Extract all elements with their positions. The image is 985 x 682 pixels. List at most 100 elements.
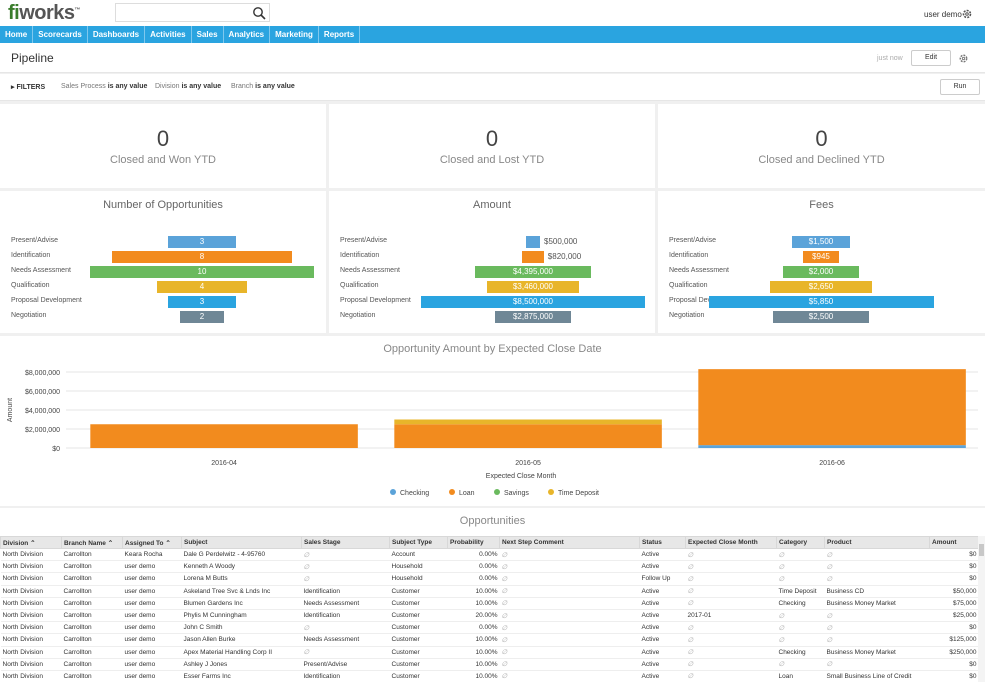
table-row[interactable]: North Division Carrollton user demo John C … [0,621,978,635]
table-cell: Dale G Perdelwitz - 4-95760 [181,548,302,562]
table-cell: Customer [389,621,448,635]
filters-toggle[interactable]: ▸ FILTERS [11,84,46,91]
table-row[interactable]: North Division Carrollton user demo Blumen … [0,597,978,610]
funnel-bar[interactable]: $5,850 [708,296,934,308]
column-header-label: Assigned To [125,539,164,547]
column-header[interactable]: Assigned To ⌃ [122,536,182,549]
nav-sales[interactable]: Sales [192,26,224,43]
search-input[interactable] [115,3,270,22]
table-cell: user demo [122,560,182,574]
column-header[interactable]: Next Step Comment [499,536,640,549]
fiworks-logo[interactable]: fiworks™ [8,2,81,24]
column-header[interactable]: Category [776,536,825,549]
table-scrollbar[interactable] [978,536,985,682]
funnel-bar[interactable]: $1,500 [792,236,850,248]
column-header[interactable]: Product [824,536,930,549]
nav-marketing[interactable]: Marketing [270,26,319,43]
column-header[interactable]: Probability [447,536,500,549]
funnel-bar[interactable]: $4,395,000 [475,266,591,278]
funnel-bar[interactable] [522,251,544,263]
table-cell: ∅ [685,572,777,586]
column-header[interactable]: Subject Type [389,536,448,549]
gear-icon[interactable] [961,8,973,20]
table-cell: Business Money Market [824,646,930,659]
funnel-bar[interactable]: 3 [168,236,236,248]
edit-button[interactable]: Edit [911,50,951,66]
table-row[interactable]: North Division Carrollton Keara Rocha Dale … [0,548,978,562]
table-cell: Small Business Line of Credit [824,670,930,682]
search-icon[interactable] [252,6,266,20]
nav-reports[interactable]: Reports [319,26,361,43]
funnel-value-label: $945 [812,252,830,261]
funnel-bar[interactable]: 4 [157,281,247,293]
column-header[interactable]: Sales Stage [301,536,390,549]
settings-gear-icon[interactable] [958,53,969,64]
legend-item: Checking [400,490,429,497]
y-axis-label: Amount [7,398,14,422]
funnel-bar[interactable]: 8 [112,251,292,263]
kpi-label: Closed and Won YTD [110,154,216,166]
filter-branch[interactable]: Branch is any value [231,83,295,90]
funnel-value-label: $2,650 [808,282,834,291]
column-header[interactable]: Branch Name ⌃ [61,536,123,549]
nav-activities[interactable]: Activities [145,26,192,43]
table-cell: ∅ [499,560,640,574]
sort-asc-icon[interactable]: ⌃ [28,539,36,547]
table-cell: North Division [0,585,62,598]
nav-home[interactable]: Home [0,26,34,43]
table-cell: Active [639,621,686,635]
filter-bar [0,74,985,101]
column-header[interactable]: Amount [929,536,978,549]
table-row[interactable]: North Division Carrollton user demo Lorena … [0,572,978,586]
funnel-bar[interactable]: $3,460,000 [487,281,579,293]
sort-asc-icon[interactable]: ⌃ [163,539,171,547]
table-row[interactable]: North Division Carrollton user demo Jason A… [0,633,978,647]
funnel-value-label: $1,500 [808,237,834,246]
column-header[interactable]: Expected Close Month [685,536,777,549]
column-header[interactable]: Status [639,536,686,549]
nav-scorecards[interactable]: Scorecards [33,26,88,43]
column-header[interactable]: Division ⌃ [0,536,62,549]
filter-sales-process[interactable]: Sales Process is any value [61,83,148,90]
table-cell: ∅ [301,560,390,574]
funnel-bar[interactable]: $8,500,000 [421,296,645,308]
table-cell: user demo [122,609,182,623]
funnel-bar[interactable]: $2,000 [782,266,860,278]
table-row[interactable]: North Division Carrollton user demo Ashley … [0,658,978,671]
table-cell: user demo [122,597,182,610]
funnel-bar[interactable]: $945 [802,251,840,263]
filter-division[interactable]: Division is any value [155,83,222,90]
funnel-bar[interactable]: $2,650 [770,281,872,293]
table-cell: ∅ [685,597,777,610]
table-cell: ∅ [685,548,777,562]
column-header-label: Sales Stage [304,539,341,546]
table-row[interactable]: North Division Carrollton user demo Kenneth… [0,560,978,574]
run-button[interactable]: Run [940,79,980,95]
user-menu[interactable]: user demo [924,10,962,19]
updated-timestamp: just now [877,55,903,62]
funnel-bar[interactable] [526,236,540,248]
nav-analytics[interactable]: Analytics [224,26,271,43]
table-cell: Carrollton [61,633,123,647]
funnel-bar[interactable]: 10 [90,266,314,278]
scrollbar-thumb[interactable] [979,544,984,556]
table-cell: Household [389,572,448,586]
funnel-bar[interactable]: 2 [179,311,225,323]
sort-asc-icon[interactable]: ⌃ [105,539,114,547]
table-row[interactable]: North Division Carrollton user demo Askelan… [0,585,978,598]
column-header[interactable]: Subject [181,536,302,549]
table-cell: Loan [776,670,825,682]
table-row[interactable]: North Division Carrollton user demo Esser F… [0,670,978,682]
funnel-bar[interactable]: $2,500 [772,311,870,323]
table-cell: user demo [122,572,182,586]
table-cell: ∅ [824,609,930,623]
table-cell: ∅ [499,646,640,659]
funnel-value-label: $2,500 [808,312,834,321]
funnel-bar[interactable]: 3 [168,296,236,308]
table-row[interactable]: North Division Carrollton user demo Apex Ma… [0,646,978,659]
nav-dashboards[interactable]: Dashboards [88,26,146,43]
table-cell: ∅ [824,621,930,635]
table-cell: user demo [122,633,182,647]
table-row[interactable]: North Division Carrollton user demo Phylis … [0,609,978,623]
funnel-bar[interactable]: $2,875,000 [495,311,571,323]
